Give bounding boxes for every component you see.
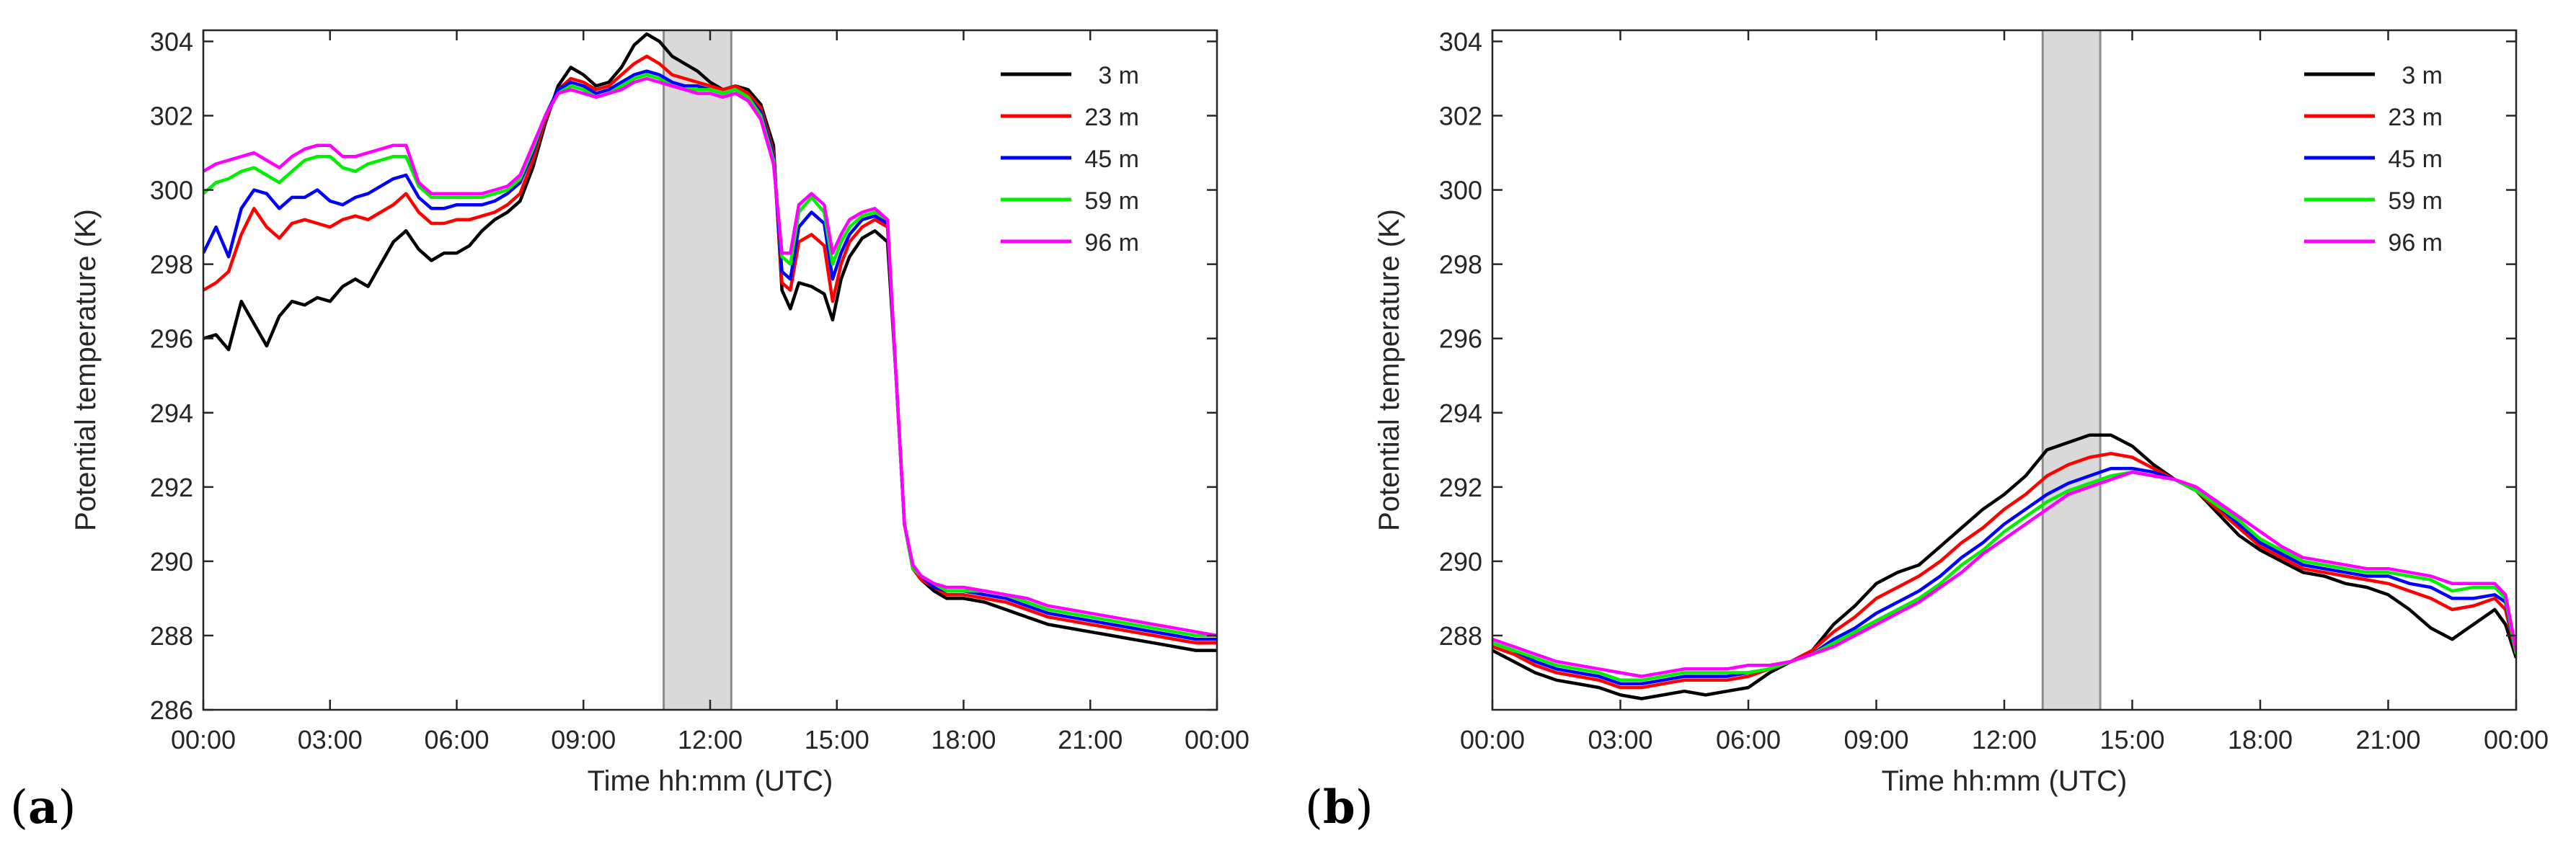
legend-entry: 96 m [2388,229,2443,257]
y-tick-label: 298 [1439,250,1482,280]
y-tick-label: 296 [150,324,193,354]
y-tick-label: 298 [150,250,193,280]
series-line-23m [1492,452,2516,690]
axes-box [1491,29,2518,711]
chart-panel-a: 00:00 03:00 06:00 09:00 12:00 15:00 18:00 21:00… [10,27,1249,834]
y-tick-label: 286 [150,695,193,725]
legend-entry: 3 m [1098,62,1139,89]
panel-label: (b) [1305,780,1373,834]
legend-entry: 45 m [1084,146,1139,173]
y-tick-label: 290 [1439,547,1482,576]
panel-label-paren-close: ) [1355,781,1373,834]
shaded-interval [2042,30,2101,710]
chart-panel-b: 00:00 03:00 06:00 09:00 12:00 15:00 18:00 21:00… [1305,27,2549,834]
x-axis-label: Time hh:mm (UTC) [1882,765,2128,797]
x-tick-label: 15:00 [805,725,869,754]
panel-label: (a) [10,780,76,834]
series-line-3m [1492,433,2516,700]
y-tick-label: 288 [150,621,193,651]
series-line-96m [203,76,1217,638]
panel-label-letter: a [28,780,58,834]
legend: 3 m 23 m 45 m 59 m 96 m [2304,62,2443,257]
legend-entry: 23 m [2388,104,2443,131]
y-tick-label: 290 [150,547,193,576]
legend-entry: 45 m [2388,146,2443,173]
x-tick-label: 06:00 [1716,725,1781,754]
panel-label-paren-open: ( [10,781,28,834]
x-tick-label: 03:00 [1588,725,1652,754]
x-tick-label: 00:00 [1460,725,1525,754]
legend-entry: 96 m [1084,229,1139,257]
series-line-59m [1492,470,2516,682]
legend-entry: 59 m [2388,187,2443,215]
y-tick-label: 292 [150,473,193,502]
x-tick-label: 12:00 [1972,725,2037,754]
x-tick-label: 03:00 [298,725,363,754]
shaded-interval [663,30,732,710]
series-line-3m [203,32,1217,652]
x-tick-label: 00:00 [1185,725,1249,754]
series-group [203,32,1217,652]
x-tick-label: 21:00 [1058,725,1123,754]
y-tick-label: 300 [150,176,193,205]
series-line-96m [1492,470,2516,678]
x-tick-label: 18:00 [931,725,996,754]
legend-entry: 23 m [1084,104,1139,131]
y-tick-label: 300 [1439,176,1482,205]
y-tick-label: 292 [1439,473,1482,502]
x-tick-label: 12:00 [678,725,743,754]
series-group [1492,433,2516,700]
x-tick-label: 21:00 [2355,725,2420,754]
y-tick-label: 302 [1439,102,1482,131]
y-tick-label: 296 [1439,324,1482,354]
series-line-23m [203,54,1217,645]
panel-label-paren-open: ( [1305,781,1323,834]
legend-entry: 59 m [1084,187,1139,215]
x-tick-label: 15:00 [2099,725,2164,754]
x-tick-label: 09:00 [551,725,616,754]
x-axis-label: Time hh:mm (UTC) [588,765,833,797]
x-tick-label: 00:00 [2484,725,2549,754]
y-axis-label: Potential temperature (K) [1373,209,1405,531]
x-tick-label: 18:00 [2228,725,2293,754]
panel-label-letter: b [1323,780,1355,834]
x-tick-label: 09:00 [1844,725,1908,754]
y-tick-label: 304 [1439,27,1482,56]
y-axis-label: Potential temperature (K) [70,209,102,531]
x-tick-label: 00:00 [171,725,236,754]
y-tick-label: 294 [1439,398,1482,428]
y-tick-label: 304 [150,27,193,56]
y-tick-label: 294 [150,398,193,428]
panel-label-paren-close: ) [58,781,76,834]
legend: 3 m 23 m 45 m 59 m 96 m [1001,62,1139,257]
legend-entry: 3 m [2402,62,2443,89]
y-tick-label: 288 [1439,621,1482,651]
x-tick-label: 06:00 [424,725,489,754]
y-tick-label: 302 [150,102,193,131]
series-line-45m [1492,466,2516,686]
